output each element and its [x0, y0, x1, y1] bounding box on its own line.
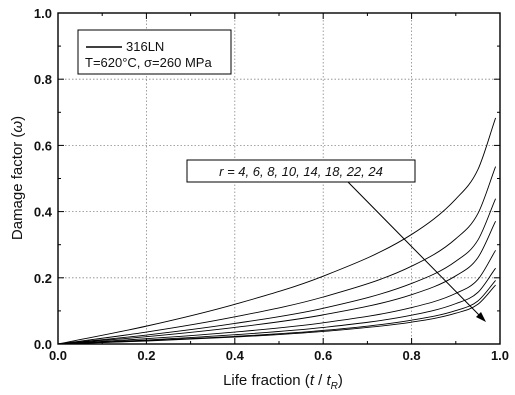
ticks	[57, 12, 501, 345]
y-tick-label: 0.8	[34, 72, 52, 87]
series-line-r8	[57, 198, 496, 345]
x-tick-label: 0.0	[49, 348, 67, 363]
x-tick-label: 0.8	[403, 348, 421, 363]
y-tick-label: 0.4	[34, 205, 53, 220]
legend-entry-conditions: T=620°C, σ=260 MPa	[85, 55, 212, 70]
x-tick-label: 0.6	[314, 348, 332, 363]
tick-labels: 0.0 0.2 0.4 0.6 0.8 1.0 0.0 0.2 0.4 0.6 0.8 1.0	[34, 6, 509, 363]
series-line-r6	[57, 166, 497, 345]
legend: 316LN T=620°C, σ=260 MPa	[77, 29, 232, 75]
series-line-r4	[57, 117, 497, 345]
y-tick-label: 0.2	[34, 271, 52, 286]
annotation-box	[186, 159, 416, 183]
y-axis-label: Damage factor (ω)	[9, 116, 26, 240]
y-tick-label: 0.6	[34, 138, 52, 153]
annotation-text: r = 4, 6, 8, 10, 14, 18, 22, 24	[219, 164, 383, 179]
x-tick-label: 0.4	[226, 348, 245, 363]
annotation: r = 4, 6, 8, 10, 14, 18, 22, 24	[186, 159, 486, 322]
legend-box	[77, 29, 232, 75]
annotation-arrow-head	[476, 312, 486, 322]
x-axis-label: Life fraction (t / tR)	[223, 372, 343, 392]
y-tick-label: 0.0	[34, 337, 52, 352]
x-tick-label: 1.0	[491, 348, 509, 363]
y-tick-label: 1.0	[34, 6, 52, 21]
annotation-arrow-line	[347, 181, 483, 319]
legend-entry-material: 316LN	[126, 39, 164, 54]
series-line-r10	[57, 221, 496, 345]
x-tick-label: 0.2	[137, 348, 155, 363]
